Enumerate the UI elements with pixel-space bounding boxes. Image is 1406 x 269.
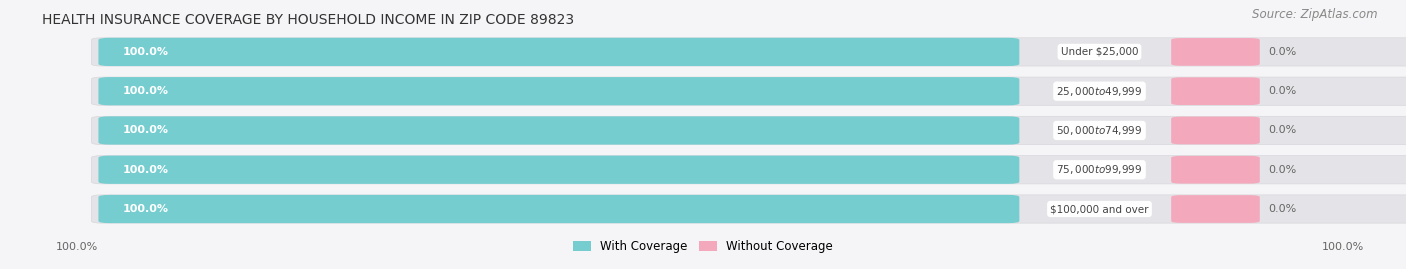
- Text: Under $25,000: Under $25,000: [1060, 47, 1139, 57]
- Text: 100.0%: 100.0%: [122, 125, 169, 136]
- Text: HEALTH INSURANCE COVERAGE BY HOUSEHOLD INCOME IN ZIP CODE 89823: HEALTH INSURANCE COVERAGE BY HOUSEHOLD I…: [42, 13, 574, 27]
- Text: 0.0%: 0.0%: [1268, 125, 1296, 136]
- Text: 100.0%: 100.0%: [122, 86, 169, 96]
- Text: 100.0%: 100.0%: [1322, 242, 1364, 253]
- Text: $50,000 to $74,999: $50,000 to $74,999: [1056, 124, 1143, 137]
- Text: $25,000 to $49,999: $25,000 to $49,999: [1056, 85, 1143, 98]
- Text: $100,000 and over: $100,000 and over: [1050, 204, 1149, 214]
- Text: 0.0%: 0.0%: [1268, 47, 1296, 57]
- Legend: With Coverage, Without Coverage: With Coverage, Without Coverage: [568, 235, 838, 258]
- Text: 100.0%: 100.0%: [56, 242, 98, 253]
- Text: 100.0%: 100.0%: [122, 165, 169, 175]
- Text: 100.0%: 100.0%: [122, 47, 169, 57]
- Text: 0.0%: 0.0%: [1268, 165, 1296, 175]
- Text: $75,000 to $99,999: $75,000 to $99,999: [1056, 163, 1143, 176]
- Text: 0.0%: 0.0%: [1268, 86, 1296, 96]
- Text: 0.0%: 0.0%: [1268, 204, 1296, 214]
- Text: 100.0%: 100.0%: [122, 204, 169, 214]
- Text: Source: ZipAtlas.com: Source: ZipAtlas.com: [1253, 8, 1378, 21]
